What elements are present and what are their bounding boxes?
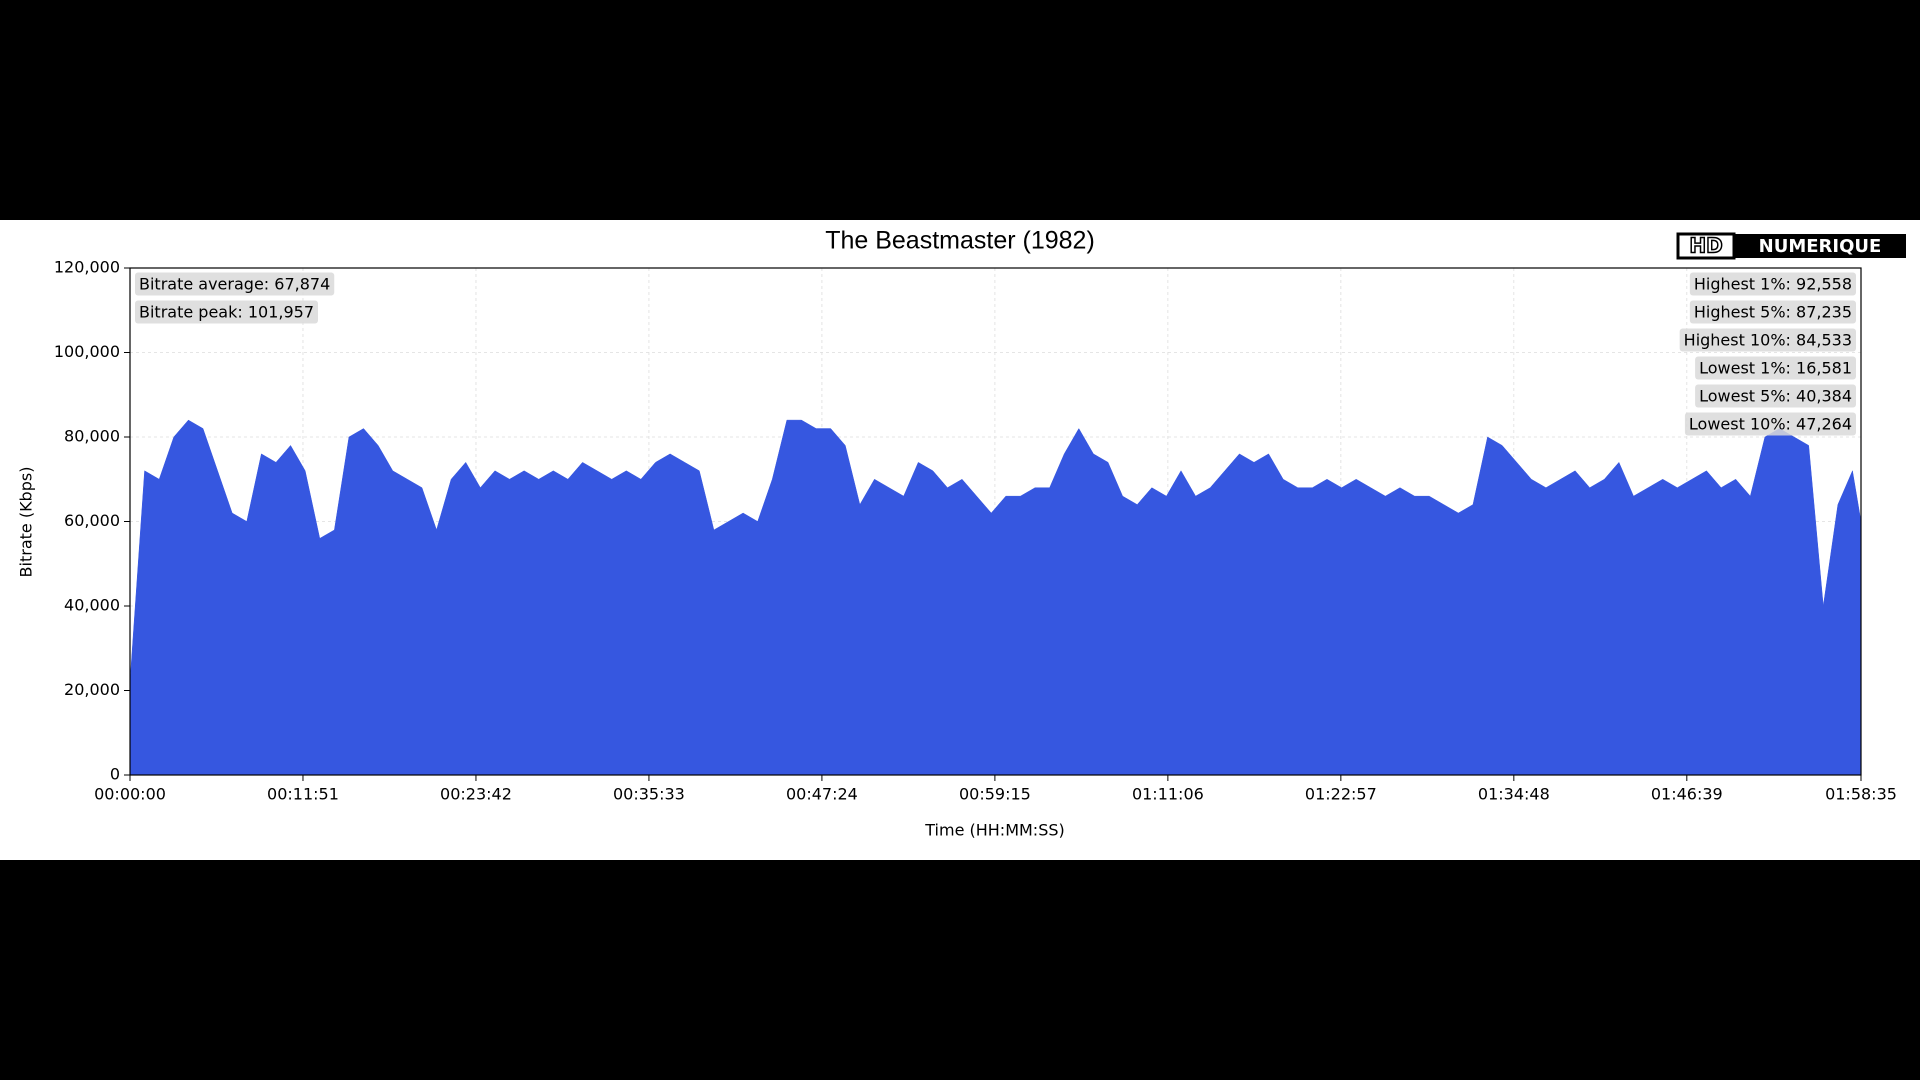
y-axis-label: Bitrate (Kbps) xyxy=(17,467,36,578)
bitrate-area xyxy=(129,419,1862,776)
x-tick-label: 01:34:48 xyxy=(1478,785,1550,804)
annotation-box xyxy=(1695,356,1856,380)
stat-annotation: Highest 5%: 87,235 xyxy=(1689,300,1856,324)
stat-annotation: Highest 1%: 92,558 xyxy=(1689,272,1856,296)
x-tick-label: 00:47:24 xyxy=(786,785,858,804)
x-tick-label: 01:46:39 xyxy=(1651,785,1723,804)
x-tick-label: 00:59:15 xyxy=(959,785,1031,804)
chart-title: The Beastmaster (1982) xyxy=(825,227,1095,255)
x-axis-label: Time (HH:MM:SS) xyxy=(924,821,1065,840)
stat-annotation: Lowest 10%: 47,264 xyxy=(1684,412,1856,436)
annotation-box xyxy=(1679,328,1856,352)
logo: HD NUMERIQUE xyxy=(1676,232,1906,260)
x-tick-label: 00:00:00 xyxy=(94,785,166,804)
stat-annotation: Bitrate peak: 101,957 xyxy=(135,300,318,324)
annotation-box xyxy=(135,300,318,324)
y-tick-label: 60,000 xyxy=(64,511,120,530)
annotation-box xyxy=(1695,384,1856,408)
x-tick-label: 01:58:35 xyxy=(1825,785,1897,804)
y-tick-label: 120,000 xyxy=(54,258,120,277)
stat-annotation: Lowest 1%: 16,581 xyxy=(1695,356,1856,380)
annotation-box xyxy=(135,272,335,296)
annotation-box xyxy=(1684,412,1856,436)
y-tick-label: 80,000 xyxy=(64,427,120,446)
annotation-box xyxy=(1689,272,1856,296)
annotation-text: Highest 1%: 92,558 xyxy=(1694,275,1852,294)
x-tick-label: 00:35:33 xyxy=(613,785,685,804)
annotation-text: Bitrate peak: 101,957 xyxy=(139,303,314,322)
annotation-box xyxy=(1689,300,1856,324)
annotation-text: Highest 5%: 87,235 xyxy=(1694,303,1852,322)
y-tick-label: 20,000 xyxy=(64,680,120,699)
stat-annotation: Highest 10%: 84,533 xyxy=(1679,328,1856,352)
x-tick-label: 01:22:57 xyxy=(1305,785,1377,804)
annotation-text: Bitrate average: 67,874 xyxy=(139,275,330,294)
logo-box xyxy=(1734,234,1906,258)
plot-frame xyxy=(129,267,1862,776)
y-tick-label: 100,000 xyxy=(54,342,120,361)
logo-text: NUMERIQUE xyxy=(1759,236,1882,257)
y-tick-label: 40,000 xyxy=(64,596,120,615)
annotation-text: Lowest 1%: 16,581 xyxy=(1699,359,1852,378)
x-tick-label: 00:11:51 xyxy=(267,785,339,804)
y-tick-label: 0 xyxy=(110,765,120,784)
stat-annotation: Lowest 5%: 40,384 xyxy=(1695,384,1856,408)
logo-box xyxy=(1676,232,1736,260)
stat-annotation: Bitrate average: 67,874 xyxy=(135,272,335,296)
annotation-text: Lowest 5%: 40,384 xyxy=(1699,387,1852,406)
logo-text: HD xyxy=(1689,234,1722,258)
x-tick-label: 00:23:42 xyxy=(440,785,512,804)
annotation-text: Lowest 10%: 47,264 xyxy=(1689,415,1852,434)
annotation-text: Highest 10%: 84,533 xyxy=(1684,331,1852,350)
x-tick-label: 01:11:06 xyxy=(1132,785,1204,804)
